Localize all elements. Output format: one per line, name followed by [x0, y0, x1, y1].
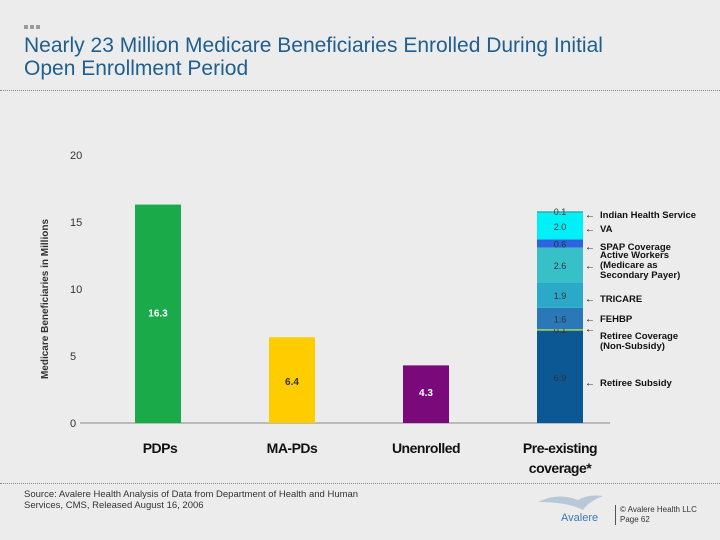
page-number: Page 62: [620, 515, 650, 524]
stack-segment: [537, 211, 583, 213]
data-label: 6.4: [285, 377, 299, 388]
data-label: 4.3: [419, 388, 433, 399]
divider: [0, 483, 720, 484]
annotation-label: Retiree Coverage (Non-Subsidy): [600, 331, 678, 352]
divider: [0, 90, 720, 91]
stack-segment: [537, 247, 583, 283]
y-tick-label: 15: [70, 217, 82, 229]
annotation-label: VA: [600, 224, 613, 235]
y-tick-label: 20: [70, 150, 82, 162]
page-title: Nearly 23 Million Medicare Beneficiaries…: [24, 34, 603, 80]
data-label: 2.0: [554, 222, 567, 232]
stack-segment: [537, 307, 583, 330]
logo-text: Avalere: [561, 512, 598, 524]
y-tick-label: 10: [70, 284, 82, 296]
bar-pdps: [135, 204, 181, 423]
data-label: 1.6: [554, 314, 567, 324]
x-tick-label: PDPs: [143, 440, 178, 456]
data-label: 6.9: [554, 373, 567, 383]
annotation-label: Indian Health Service: [600, 210, 696, 221]
bar-unenrolled: [403, 365, 449, 423]
arrow-icon: ←: [585, 261, 595, 272]
data-label: 16.3: [148, 309, 168, 320]
arrow-icon: ←: [585, 378, 595, 389]
arrow-icon: ←: [585, 242, 595, 253]
annotation-label: Retiree Subsidy: [600, 378, 673, 389]
data-label: 0.1: [554, 325, 567, 335]
data-label: 0.6: [554, 239, 567, 249]
data-label: 2.6: [554, 261, 567, 271]
arrow-icon: ←: [585, 224, 595, 235]
y-axis-label: Medicare Beneficiaries in Millions: [40, 219, 51, 379]
annotation-label: TRICARE: [600, 294, 642, 305]
x-tick-label: MA-PDs: [267, 440, 318, 456]
arrow-icon: ←: [585, 324, 595, 335]
decorative-dots: [24, 25, 40, 29]
data-label: 0.1: [554, 207, 567, 217]
y-tick-label: 0: [70, 418, 76, 430]
stack-segment: [537, 329, 583, 331]
annotation-label: Active Workers (Medicare as Secondary Paye…: [600, 250, 680, 281]
stack-segment: [537, 212, 583, 240]
source-note: Source: Avalere Health Analysis of Data …: [24, 489, 359, 511]
annotation-label: SPAP Coverage: [600, 242, 671, 253]
stack-segment: [537, 330, 583, 423]
x-tick-label: Unenrolled: [392, 440, 460, 456]
avalere-logo: Avalere: [533, 490, 613, 530]
chart: 0 5 10 15 20 Medicare Beneficiaries in Millio…: [40, 150, 696, 476]
arrow-icon: ←: [585, 294, 595, 305]
stack-segment: [537, 239, 583, 248]
data-label: 1.9: [554, 291, 567, 301]
y-tick-label: 5: [70, 351, 76, 363]
bar-ma-pds: [269, 337, 315, 423]
x-tick-label: Pre-existing coverage*: [523, 440, 597, 476]
annotation-label: FEHBP: [600, 314, 633, 325]
copyright-block: © Avalere Health LLC Page 62: [615, 505, 697, 525]
arrow-icon: ←: [585, 314, 595, 325]
copyright: © Avalere Health LLC: [620, 505, 697, 514]
arrow-icon: ←: [585, 210, 595, 221]
stack-segment: [537, 282, 583, 308]
